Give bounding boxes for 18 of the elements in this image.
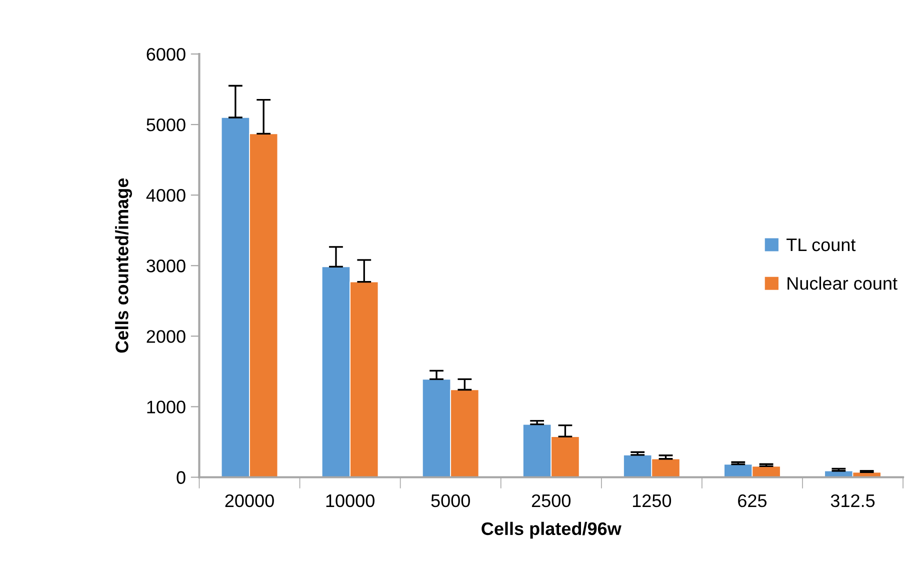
- x-tick-label: 312.5: [830, 494, 875, 508]
- x-tick-label: 625: [738, 494, 767, 508]
- x-tick-label: 1250: [632, 494, 672, 508]
- legend-label: Nuclear count: [788, 276, 898, 290]
- y-tick-label: 6000: [146, 48, 186, 61]
- x-tick-label: 20000: [225, 494, 274, 508]
- y-tick-label: 5000: [146, 118, 186, 132]
- x-tick-label: 5000: [431, 494, 470, 508]
- x-tick-label: 10000: [326, 494, 374, 508]
- y-tick-label: 4000: [146, 189, 186, 202]
- y-tick-label: 2000: [146, 330, 186, 343]
- y-tick-label: 0: [176, 471, 186, 484]
- x-axis-title: Cells plated/96w: [482, 522, 622, 539]
- legend-label: TL count: [786, 238, 856, 252]
- x-tick-label: 2500: [532, 494, 571, 508]
- y-tick-label: 3000: [146, 260, 186, 272]
- y-axis-title: Cells counted/image: [115, 178, 132, 353]
- y-tick-label: 1000: [147, 400, 186, 414]
